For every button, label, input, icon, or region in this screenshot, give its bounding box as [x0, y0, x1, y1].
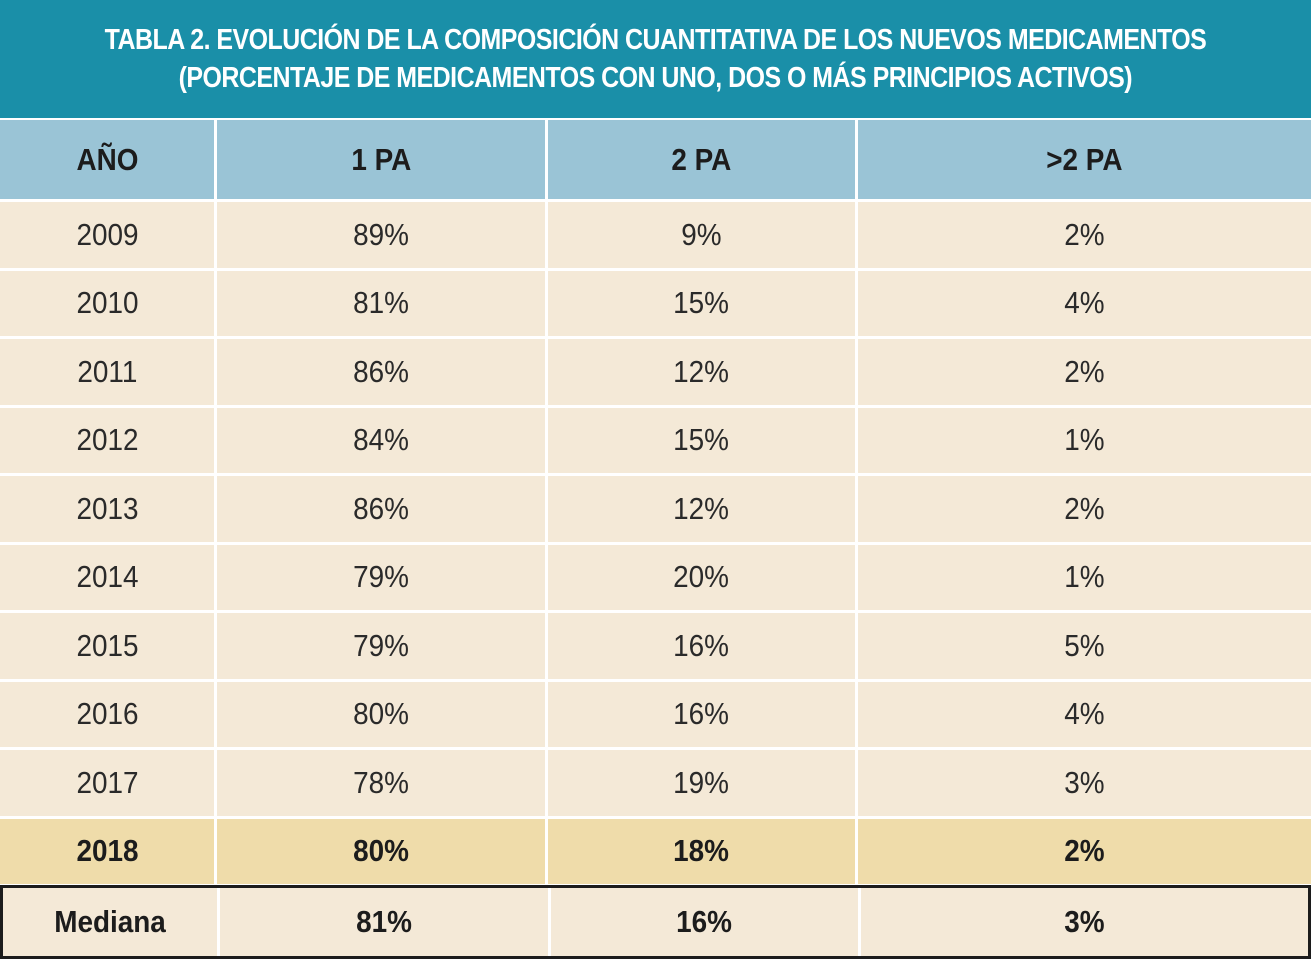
median-2pa: 16%	[551, 888, 861, 956]
table-title-line-1: TABLA 2. EVOLUCIÓN DE LA COMPOSICIÓN CUA…	[104, 24, 1207, 56]
cell-2pa: 18%	[548, 818, 858, 887]
cell-1pa: 81%	[217, 270, 548, 339]
cell-gt2pa: 5%	[858, 613, 1311, 682]
table-row: 2009 89% 9% 2%	[0, 202, 1311, 271]
cell-1pa: 78%	[217, 750, 548, 819]
cell-2pa: 20%	[548, 544, 858, 613]
cell-1pa: 80%	[217, 681, 548, 750]
table-row: 2010 81% 15% 4%	[0, 270, 1311, 339]
cell-2pa: 12%	[548, 476, 858, 545]
cell-gt2pa: 2%	[858, 818, 1311, 887]
column-header-2pa: 2 PA	[548, 120, 858, 202]
cell-2pa: 16%	[548, 681, 858, 750]
table-row-highlighted: 2018 80% 18% 2%	[0, 818, 1311, 887]
median-row: Mediana 81% 16% 3%	[0, 885, 1311, 959]
cell-1pa: 84%	[217, 407, 548, 476]
column-header-gt2pa: >2 PA	[858, 120, 1311, 202]
cell-gt2pa: 2%	[858, 202, 1311, 271]
median-gt2pa: 3%	[1064, 904, 1105, 939]
table-title: TABLA 2. EVOLUCIÓN DE LA COMPOSICIÓN CUA…	[0, 0, 1311, 118]
cell-1pa: 79%	[217, 544, 548, 613]
cell-2pa: 12%	[548, 339, 858, 408]
cell-1pa: 89%	[217, 202, 548, 271]
cell-year: 2014	[0, 544, 217, 613]
data-table: AÑO 1 PA 2 PA >2 PA 2009 89% 9% 2% 2010 …	[0, 120, 1311, 887]
header-row: AÑO 1 PA 2 PA >2 PA	[0, 120, 1311, 202]
cell-gt2pa: 2%	[858, 339, 1311, 408]
cell-1pa: 86%	[217, 339, 548, 408]
cell-1pa: 79%	[217, 613, 548, 682]
cell-1pa: 80%	[217, 818, 548, 887]
cell-gt2pa: 3%	[858, 750, 1311, 819]
table-row: 2017 78% 19% 3%	[0, 750, 1311, 819]
cell-2pa: 15%	[548, 407, 858, 476]
table-row: 2014 79% 20% 1%	[0, 544, 1311, 613]
cell-year: 2013	[0, 476, 217, 545]
cell-year: 2017	[0, 750, 217, 819]
cell-year: 2009	[0, 202, 217, 271]
cell-year: 2012	[0, 407, 217, 476]
cell-year: 2015	[0, 613, 217, 682]
cell-2pa: 15%	[548, 270, 858, 339]
cell-1pa: 86%	[217, 476, 548, 545]
cell-gt2pa: 4%	[858, 270, 1311, 339]
cell-gt2pa: 1%	[858, 544, 1311, 613]
column-header-1pa: 1 PA	[217, 120, 548, 202]
cell-gt2pa: 4%	[858, 681, 1311, 750]
cell-2pa: 19%	[548, 750, 858, 819]
cell-gt2pa: 1%	[858, 407, 1311, 476]
table-row: 2012 84% 15% 1%	[0, 407, 1311, 476]
median-label: Mediana	[3, 888, 220, 956]
cell-year: 2016	[0, 681, 217, 750]
table-row: 2016 80% 16% 4%	[0, 681, 1311, 750]
median-1pa: 81%	[220, 888, 551, 956]
cell-year: 2011	[0, 339, 217, 408]
column-header-year: AÑO	[0, 120, 217, 202]
cell-year: 2018	[0, 818, 217, 887]
cell-2pa: 16%	[548, 613, 858, 682]
table-row: 2015 79% 16% 5%	[0, 613, 1311, 682]
cell-gt2pa: 2%	[858, 476, 1311, 545]
cell-year: 2010	[0, 270, 217, 339]
table-row: 2011 86% 12% 2%	[0, 339, 1311, 408]
table-row: 2013 86% 12% 2%	[0, 476, 1311, 545]
table-title-line-2: (PORCENTAJE DE MEDICAMENTOS CON UNO, DOS…	[178, 62, 1133, 94]
cell-2pa: 9%	[548, 202, 858, 271]
